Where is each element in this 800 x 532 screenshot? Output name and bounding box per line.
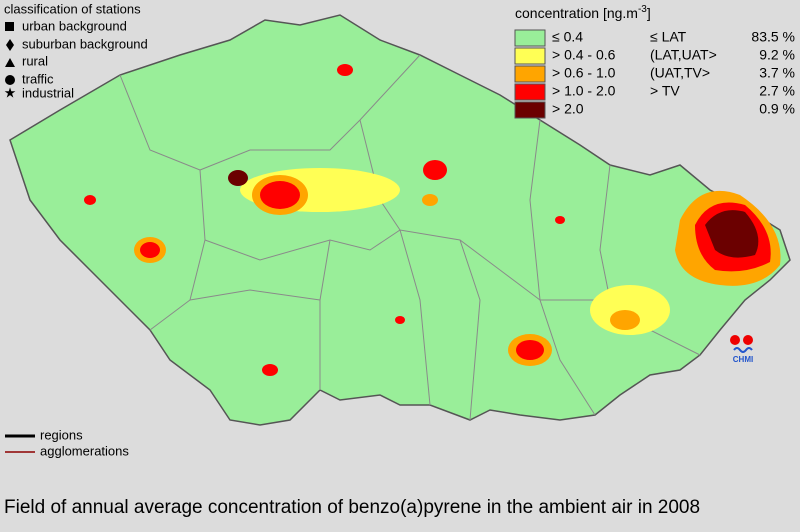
caption: Field of annual average concentration of…	[4, 497, 700, 518]
legend-swatch	[514, 101, 546, 119]
line-legend-item: regions	[40, 427, 83, 442]
legend-range: > 1.0 - 2.0	[552, 83, 616, 99]
station-type: urban background	[22, 18, 127, 33]
station-legend: classification of stations ★ urban backg…	[4, 1, 148, 100]
logo-text: CHMI	[733, 355, 753, 364]
legend-class: ≤ LAT	[650, 29, 687, 45]
concentration-legend: concentration [ng.m-3] ≤ 0.4 ≤ LAT 83.5 % >…	[514, 4, 795, 119]
legend-swatch	[514, 29, 546, 47]
legend-swatch	[514, 65, 546, 83]
legend-swatch	[514, 83, 546, 101]
station-type: industrial	[22, 85, 74, 100]
station-legend-title: classification of stations	[4, 1, 141, 16]
station-type: traffic	[22, 71, 54, 86]
legend-share: 3.7 %	[759, 65, 795, 81]
line-legend-item: agglomerations	[40, 443, 129, 458]
legend-share: 2.7 %	[759, 83, 795, 99]
region-borders	[119, 54, 701, 421]
legend-class: (LAT,UAT>	[650, 47, 717, 63]
legend-class: (UAT,TV>	[650, 65, 710, 81]
legend-range: > 0.6 - 1.0	[552, 65, 616, 81]
legend-share: 0.9 %	[759, 101, 795, 117]
legend-share: 83.5 %	[751, 29, 795, 45]
station-type: suburban background	[22, 36, 148, 51]
legend-swatch	[514, 47, 546, 65]
legend-class: > TV	[650, 83, 680, 99]
concentration-legend-title: concentration [ng.m-3]	[515, 4, 651, 21]
hotspots	[84, 64, 781, 376]
svg-text:★: ★	[4, 85, 17, 101]
legend-range: ≤ 0.4	[552, 29, 583, 45]
line-legend: regions agglomerations	[5, 427, 129, 458]
legend-share: 9.2 %	[759, 47, 795, 63]
station-type: rural	[22, 53, 48, 68]
legend-range: > 2.0	[552, 101, 584, 117]
logo: CHMI	[730, 335, 753, 364]
legend-range: > 0.4 - 0.6	[552, 47, 616, 63]
